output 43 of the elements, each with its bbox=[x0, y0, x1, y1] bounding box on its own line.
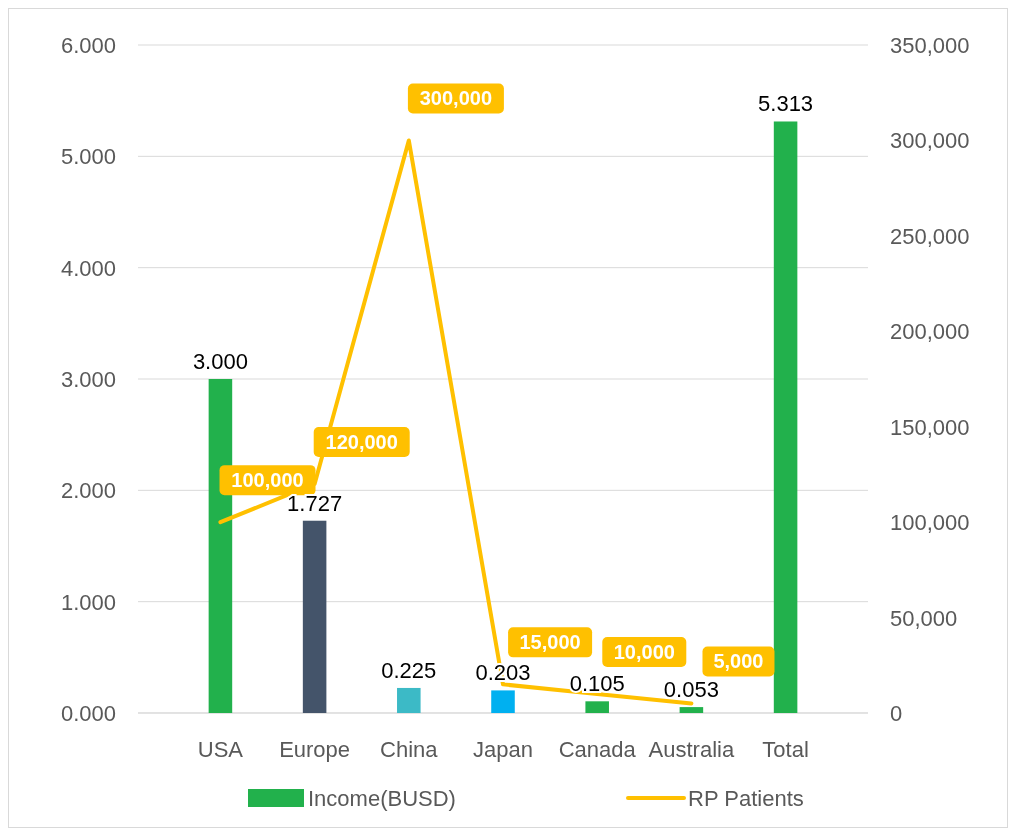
data-label: 0.053 bbox=[663, 677, 719, 703]
x-tick-label: Total bbox=[762, 737, 809, 762]
y-tick-label: 6.000 bbox=[60, 33, 116, 58]
x-tick-label: Europe bbox=[279, 737, 351, 762]
y-tick-label: 4.000 bbox=[60, 255, 116, 281]
bar bbox=[208, 379, 233, 713]
data-label: 0.225 bbox=[381, 657, 437, 683]
bar bbox=[302, 520, 327, 713]
y-tick-label: 2.000 bbox=[60, 478, 116, 504]
data-label: 10,000 bbox=[613, 640, 675, 663]
x-tick-label: Australia bbox=[648, 737, 735, 762]
y2-tick-label: 100,000 bbox=[890, 510, 970, 536]
y2-tick-label: 350,000 bbox=[890, 33, 970, 58]
data-label: 5,000 bbox=[713, 650, 764, 673]
bar bbox=[397, 687, 421, 713]
data-label: 15,000 bbox=[519, 631, 581, 654]
legend-label: RP Patients bbox=[688, 786, 804, 811]
y2-tick-label: 150,000 bbox=[890, 414, 970, 440]
data-label: 120,000 bbox=[325, 430, 398, 453]
y-tick-label: 3.000 bbox=[60, 367, 116, 392]
bar bbox=[679, 707, 704, 713]
y2-tick-label: 0 bbox=[890, 701, 903, 726]
legend-label: Income(BUSD) bbox=[308, 786, 456, 811]
data-label: 100,000 bbox=[231, 469, 304, 492]
x-tick-label: Canada bbox=[558, 737, 637, 762]
x-tick-label: Japan bbox=[473, 737, 533, 762]
x-tick-label: China bbox=[380, 737, 439, 762]
bar bbox=[585, 701, 609, 713]
data-label: 3.000 bbox=[192, 349, 248, 374]
y2-tick-label: 50,000 bbox=[890, 605, 958, 631]
y-tick-label: 5.000 bbox=[60, 144, 116, 170]
data-label: 5.313 bbox=[758, 91, 814, 117]
data-label: 1.727 bbox=[287, 490, 343, 516]
x-tick-label: USA bbox=[197, 737, 244, 762]
y2-tick-label: 250,000 bbox=[890, 223, 970, 249]
data-label: 0.105 bbox=[569, 671, 625, 697]
bar bbox=[491, 690, 515, 713]
y-tick-label: 1.000 bbox=[60, 589, 116, 615]
bar bbox=[773, 121, 798, 713]
y-tick-label: 0.000 bbox=[60, 701, 116, 726]
y2-tick-label: 300,000 bbox=[890, 128, 970, 154]
y2-tick-label: 200,000 bbox=[890, 319, 970, 345]
data-label: 300,000 bbox=[419, 87, 493, 110]
